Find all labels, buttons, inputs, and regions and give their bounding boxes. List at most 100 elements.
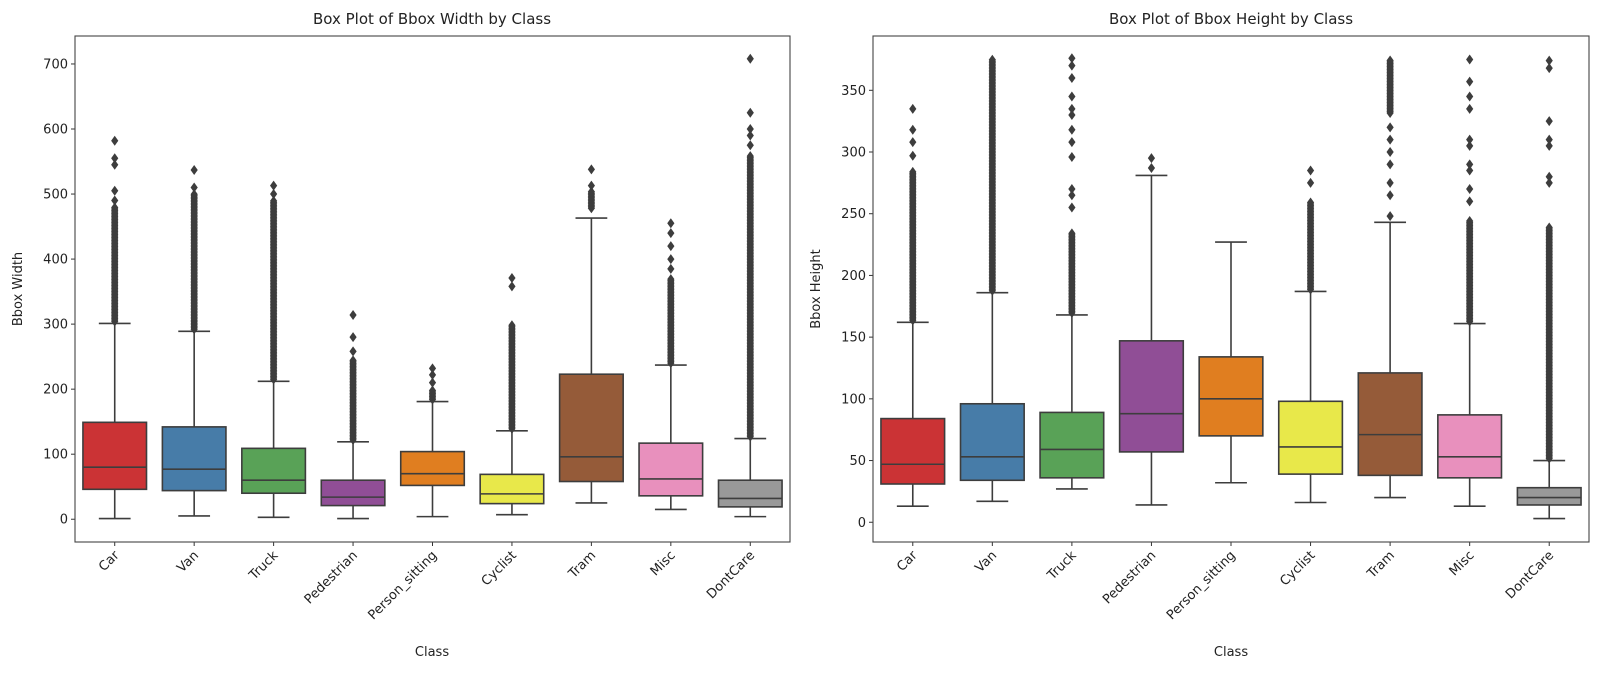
plot-frame — [74, 35, 791, 543]
y-tick-label: 400 — [43, 253, 68, 268]
y-tick-label: 700 — [43, 57, 68, 72]
outlier-point — [349, 355, 357, 366]
outlier-point — [746, 140, 754, 151]
iqr-box — [959, 402, 1025, 482]
outlier-point — [270, 180, 278, 191]
outlier-point — [1306, 177, 1315, 188]
outlier-point — [1068, 137, 1076, 148]
outlier-point — [667, 254, 675, 265]
outlier-point — [1068, 60, 1076, 71]
outlier-point — [508, 272, 516, 283]
outlier-point — [1386, 55, 1394, 66]
outlier-point — [909, 150, 917, 161]
box-car — [82, 135, 148, 520]
x-tick-label: DontCare — [704, 548, 758, 602]
outlier-point — [190, 189, 198, 200]
outlier-point — [270, 189, 278, 200]
outlier-point — [1386, 177, 1394, 188]
x-tick-label: Truck — [246, 548, 282, 584]
iqr-box — [1516, 486, 1582, 506]
outlier-point — [746, 151, 754, 162]
outlier-point — [428, 369, 437, 380]
outlier-point — [1466, 76, 1474, 87]
outlier-point — [1306, 165, 1315, 176]
outlier-point — [1386, 190, 1394, 201]
y-tick-label: 300 — [841, 146, 866, 161]
outlier-point — [1466, 165, 1474, 176]
x-tick-label: Cyclist — [479, 548, 520, 589]
box-van — [161, 164, 227, 517]
outlier-point — [1466, 54, 1474, 65]
x-tick-label: Car — [894, 548, 921, 575]
box-pedestrian — [320, 310, 386, 520]
outlier-point — [270, 195, 278, 206]
y-tick-label: 100 — [841, 392, 866, 407]
outlier-point — [1545, 140, 1553, 151]
outlier-point — [111, 202, 119, 213]
x-tick-label: Car — [96, 548, 123, 575]
outlier-point — [1466, 196, 1474, 207]
box-car — [880, 103, 946, 508]
outlier-point — [1386, 211, 1394, 222]
x-tick-label: DontCare — [1503, 548, 1557, 602]
outlier-point — [667, 263, 675, 274]
box-truck — [241, 180, 307, 519]
x-tick-label: Pedestrian — [302, 548, 361, 607]
outlier-point — [1386, 134, 1394, 145]
outlier-point — [1068, 53, 1076, 64]
outlier-point — [667, 241, 675, 252]
iqr-box — [1039, 411, 1105, 479]
outlier-point — [1466, 184, 1474, 195]
x-tick-label: Misc — [648, 548, 679, 579]
outlier-point — [746, 53, 754, 64]
outlier-point — [1545, 222, 1553, 233]
outlier-point — [1545, 116, 1553, 127]
outlier-point — [1068, 91, 1076, 102]
outlier-point — [1545, 171, 1553, 182]
outlier-point — [1466, 91, 1474, 102]
outlier-point — [909, 103, 917, 114]
outlier-point — [1386, 147, 1394, 158]
outlier-point — [1068, 109, 1076, 120]
y-tick-label: 500 — [43, 188, 68, 203]
y-tick-label: 200 — [841, 269, 866, 284]
outlier-point — [1068, 184, 1076, 195]
box-tram — [558, 164, 624, 504]
y-tick-label: 200 — [43, 383, 68, 398]
x-axis-label-width: Class — [415, 645, 449, 660]
outlier-point — [349, 346, 357, 357]
outlier-point — [1068, 202, 1076, 213]
outlier-point — [1466, 159, 1474, 170]
outlier-point — [909, 166, 917, 177]
x-tick-label: Van — [174, 548, 202, 576]
outlier-point — [587, 164, 595, 175]
box-person_sitting — [1198, 241, 1264, 484]
y-axis-label-width: Bbox Width — [11, 252, 26, 326]
outlier-point — [111, 153, 119, 164]
x-tick-label: Pedestrian — [1100, 548, 1159, 607]
y-tick-label: 150 — [841, 331, 866, 346]
outlier-point — [587, 186, 595, 197]
box-misc — [1437, 54, 1503, 508]
outlier-point — [1386, 122, 1394, 133]
y-tick-label: 300 — [43, 318, 68, 333]
x-tick-label: Person_sitting — [365, 548, 440, 623]
outlier-point — [349, 332, 357, 343]
outlier-point — [1147, 163, 1156, 174]
y-tick-label: 50 — [849, 454, 866, 469]
outlier-point — [1466, 216, 1474, 227]
outlier-point — [1545, 177, 1553, 188]
outlier-point — [1386, 159, 1394, 170]
iqr-box — [241, 447, 307, 495]
iqr-box — [320, 479, 386, 507]
outlier-point — [1068, 103, 1076, 114]
iqr-box — [1437, 414, 1503, 479]
outlier-point — [190, 164, 198, 175]
x-tick-label: Misc — [1447, 548, 1478, 579]
iqr-box — [1357, 372, 1423, 477]
box-van — [959, 54, 1025, 503]
box-dontcare — [717, 53, 783, 518]
outlier-point — [746, 124, 754, 135]
outlier-point — [428, 385, 437, 396]
x-axis-label-height: Class — [1214, 645, 1248, 660]
